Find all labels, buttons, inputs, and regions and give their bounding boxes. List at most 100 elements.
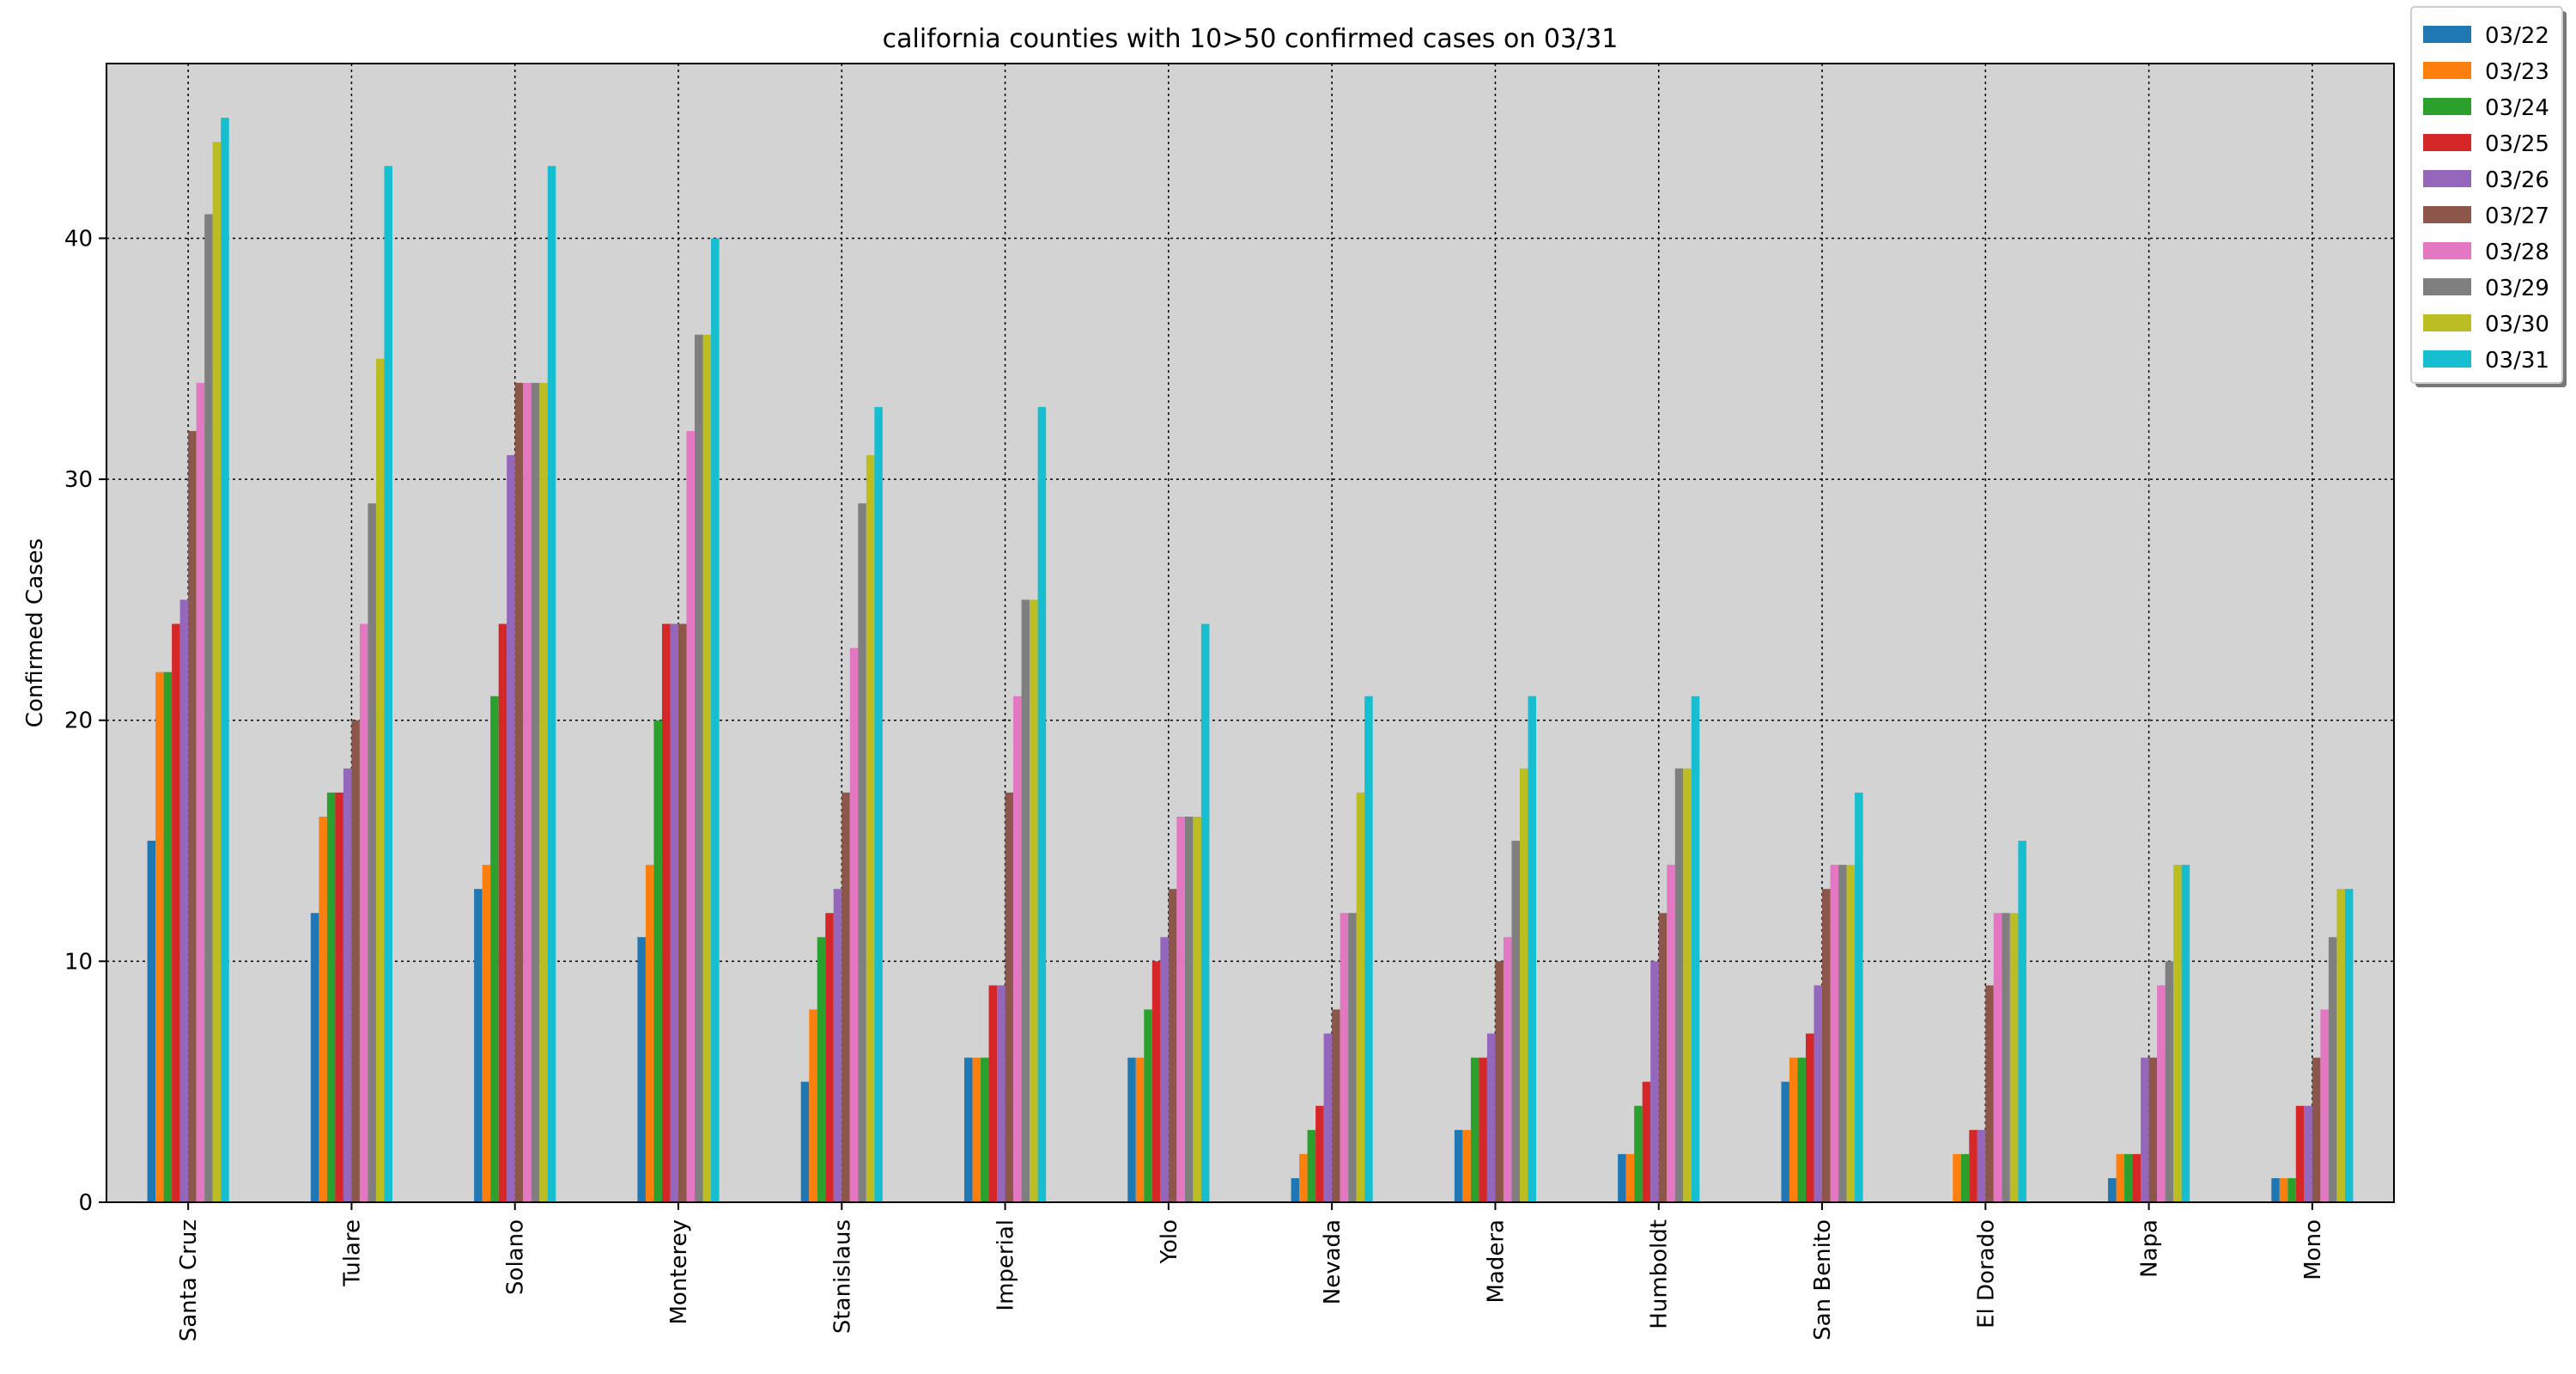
- bar: [368, 503, 376, 1202]
- bar: [2287, 1177, 2296, 1202]
- bar: [670, 623, 678, 1202]
- bar: [1315, 1105, 1324, 1202]
- chart-title: california counties with 10>50 confirmed…: [883, 24, 1619, 54]
- x-tick-label: Yolo: [1157, 1219, 1182, 1264]
- x-tick-label: Santa Cruz: [176, 1219, 202, 1341]
- bar: [1658, 913, 1668, 1202]
- bar: [1691, 696, 1700, 1202]
- bar: [866, 455, 875, 1202]
- bar: [1200, 623, 1210, 1202]
- x-tick-label: Mono: [2300, 1219, 2326, 1280]
- bar: [1348, 913, 1357, 1202]
- bar: [1977, 1129, 1986, 1202]
- bar: [2108, 1177, 2117, 1202]
- bar: [849, 647, 859, 1202]
- bar: [1340, 913, 1349, 1202]
- bar: [1364, 696, 1373, 1202]
- bar: [1511, 841, 1520, 1202]
- bar: [163, 672, 173, 1202]
- bar: [1993, 913, 2002, 1202]
- bar: [2018, 841, 2026, 1202]
- legend-swatch: [2423, 314, 2471, 331]
- bar: [1789, 1057, 1798, 1202]
- bar: [637, 937, 646, 1202]
- bar: [653, 720, 662, 1202]
- x-tick-label: Stanislaus: [829, 1219, 855, 1334]
- y-tick-label: 30: [64, 467, 93, 493]
- bar: [825, 913, 834, 1202]
- bar: [874, 406, 883, 1202]
- x-tick-label: Humboldt: [1647, 1219, 1673, 1329]
- bar: [179, 599, 189, 1202]
- bar: [1479, 1057, 1487, 1202]
- bar: [1814, 985, 1822, 1202]
- bar: [702, 334, 712, 1202]
- bar: [2279, 1177, 2288, 1202]
- bar: [326, 792, 336, 1202]
- bar: [335, 792, 343, 1202]
- bar: [1151, 961, 1161, 1202]
- bar: [1618, 1153, 1626, 1202]
- bar: [498, 623, 507, 1202]
- bar: [375, 358, 385, 1202]
- bar: [833, 889, 842, 1202]
- bar: [482, 865, 491, 1202]
- bar: [800, 1081, 810, 1202]
- bar: [1519, 768, 1528, 1202]
- legend-swatch: [2423, 62, 2471, 79]
- bar: [1625, 1153, 1635, 1202]
- legend-label: 03/31: [2485, 348, 2549, 374]
- bar: [212, 142, 222, 1203]
- bar: [1462, 1129, 1471, 1202]
- bar: [1953, 1153, 1961, 1202]
- bar: [2009, 913, 2019, 1202]
- bar: [1969, 1129, 1978, 1202]
- bar: [507, 455, 515, 1202]
- bar: [981, 1057, 989, 1202]
- bar: [695, 334, 703, 1202]
- legend-label: 03/22: [2485, 23, 2549, 49]
- bar: [1291, 1177, 1300, 1202]
- bar: [1528, 696, 1536, 1202]
- y-tick-label: 40: [64, 226, 93, 252]
- bar: [988, 985, 998, 1202]
- bar: [2344, 889, 2354, 1202]
- legend-swatch: [2423, 206, 2471, 223]
- bar: [1307, 1129, 1316, 1202]
- bar: [221, 118, 229, 1203]
- bar: [2181, 865, 2190, 1202]
- bar: [1135, 1057, 1145, 1202]
- bar: [2304, 1105, 2312, 1202]
- bar: [351, 720, 360, 1202]
- bar: [1985, 985, 1994, 1202]
- legend-swatch: [2423, 98, 2471, 115]
- y-tick-label: 10: [64, 949, 93, 975]
- bar: [1838, 865, 1847, 1202]
- bar: [2295, 1105, 2305, 1202]
- legend-swatch: [2423, 242, 2471, 259]
- bar: [204, 214, 213, 1202]
- bar: [1797, 1057, 1806, 1202]
- bar: [1667, 865, 1675, 1202]
- bar: [1454, 1129, 1463, 1202]
- bar: [319, 816, 327, 1202]
- bar: [523, 382, 532, 1202]
- bar: [1144, 1009, 1152, 1202]
- legend-label: 03/26: [2485, 167, 2549, 193]
- bar: [531, 382, 540, 1202]
- bar: [1486, 1033, 1496, 1202]
- legend-swatch: [2423, 170, 2471, 187]
- bars: [147, 118, 2354, 1203]
- x-tick-label: Solano: [503, 1219, 529, 1295]
- bar: [1021, 599, 1030, 1202]
- x-tick-label: Imperial: [993, 1219, 1019, 1311]
- bar: [1176, 816, 1185, 1202]
- bar: [1332, 1009, 1340, 1202]
- bar: [196, 382, 205, 1202]
- legend-label: 03/28: [2485, 240, 2549, 265]
- bar: [490, 696, 499, 1202]
- bar: [972, 1057, 981, 1202]
- bar: [172, 623, 180, 1202]
- bar: [1805, 1033, 1814, 1202]
- bar: [858, 503, 866, 1202]
